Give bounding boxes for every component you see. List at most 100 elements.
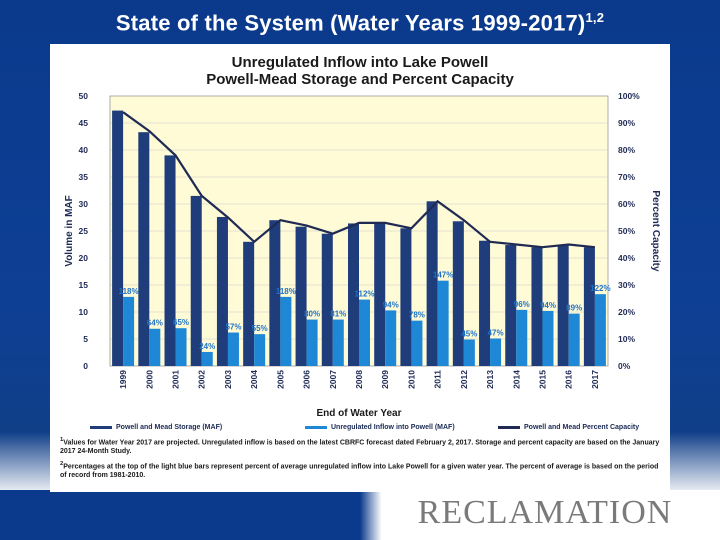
bar-inflow bbox=[385, 310, 397, 366]
reclamation-logo: RECLAMATION bbox=[417, 494, 673, 531]
slide-title: State of the System (Water Years 1999-20… bbox=[0, 10, 720, 36]
bar-storage bbox=[190, 195, 202, 366]
chart-legend: Powell and Mead Storage (MAF) Unregulate… bbox=[90, 424, 650, 436]
legend-swatch-inflow bbox=[305, 426, 327, 429]
bar-storage bbox=[138, 132, 150, 366]
y-tick-label: 30 bbox=[79, 199, 89, 209]
x-axis-label: End of Water Year bbox=[316, 408, 401, 419]
footnote-1: 1Values for Water Year 2017 are projecte… bbox=[60, 436, 660, 456]
percent-label: 89% bbox=[566, 304, 582, 313]
bar-inflow bbox=[594, 294, 606, 366]
x-tick-label: 2010 bbox=[406, 370, 416, 389]
legend-label-percent: Powell and Mead Percent Capacity bbox=[524, 424, 640, 431]
bar-storage bbox=[216, 216, 228, 366]
bar-storage bbox=[112, 110, 124, 366]
bar-storage bbox=[505, 245, 517, 366]
bar-storage bbox=[452, 221, 464, 366]
bar-storage bbox=[479, 240, 491, 366]
bar-storage bbox=[243, 241, 255, 366]
footnote-2-text: Percentages at the top of the light blue… bbox=[60, 463, 659, 480]
legend-item-inflow: Unregulated Inflow into Powell (MAF) bbox=[305, 424, 455, 431]
x-tick-label: 2012 bbox=[459, 370, 469, 389]
y-tick-label: 35 bbox=[79, 172, 89, 182]
x-tick-label: 2005 bbox=[275, 370, 285, 389]
bar-storage bbox=[400, 228, 412, 366]
x-tick-label: 2004 bbox=[249, 370, 259, 389]
x-tick-label: 2015 bbox=[537, 370, 547, 389]
bar-inflow bbox=[568, 313, 580, 366]
x-tick-label: 2011 bbox=[433, 370, 443, 389]
y2-axis-label: Percent Capacity bbox=[650, 190, 661, 272]
bar-inflow bbox=[359, 299, 371, 366]
percent-label: 57% bbox=[225, 323, 241, 332]
bar-inflow bbox=[123, 296, 135, 366]
percent-label: 78% bbox=[409, 311, 425, 320]
bar-inflow bbox=[542, 310, 554, 366]
y2-tick-label: 0% bbox=[618, 361, 631, 371]
legend-item-storage: Powell and Mead Storage (MAF) bbox=[90, 424, 222, 431]
percent-label: 65% bbox=[173, 318, 189, 327]
footnote-1-text: Values for Water Year 2017 are projected… bbox=[60, 439, 660, 456]
y-tick-label: 0 bbox=[83, 361, 88, 371]
slide-bottom-band bbox=[0, 490, 720, 540]
percent-label: 45% bbox=[461, 330, 477, 339]
bar-storage bbox=[557, 245, 569, 366]
bar-inflow bbox=[227, 332, 239, 366]
y2-tick-label: 20% bbox=[618, 307, 635, 317]
x-tick-label: 2016 bbox=[564, 370, 574, 389]
line-percent-capacity bbox=[122, 111, 596, 249]
bar-inflow bbox=[437, 280, 449, 366]
bar-inflow bbox=[411, 320, 423, 366]
percent-label: 147% bbox=[433, 271, 453, 280]
bar-storage bbox=[164, 155, 176, 366]
x-tick-label: 2017 bbox=[590, 370, 600, 389]
bar-storage bbox=[321, 233, 333, 366]
x-tick-label: 2006 bbox=[302, 370, 312, 389]
percent-label: 24% bbox=[199, 342, 215, 351]
footnote-1-marker: 1 bbox=[60, 437, 64, 443]
y-tick-label: 50 bbox=[79, 91, 89, 101]
bar-storage bbox=[269, 220, 281, 366]
slide-title-text: State of the System (Water Years 1999-20… bbox=[115, 10, 586, 36]
bar-inflow bbox=[306, 319, 318, 366]
y2-tick-label: 90% bbox=[618, 118, 635, 128]
percent-label: 80% bbox=[304, 310, 320, 319]
bar-inflow bbox=[254, 334, 266, 366]
percent-label: 47% bbox=[488, 328, 504, 337]
legend-item-percent: Powell and Mead Percent Capacity bbox=[498, 424, 639, 431]
bar-inflow bbox=[463, 339, 475, 366]
percent-label: 122% bbox=[590, 284, 610, 293]
bar-inflow bbox=[201, 351, 213, 366]
y-tick-label: 15 bbox=[79, 280, 89, 290]
percent-label: 118% bbox=[276, 287, 296, 296]
x-tick-label: 2013 bbox=[485, 370, 495, 389]
y2-tick-label: 30% bbox=[618, 280, 635, 290]
chart-panel: Unregulated Inflow into Lake Powell Powe… bbox=[50, 44, 670, 492]
percent-label: 94% bbox=[540, 301, 556, 310]
y2-tick-label: 70% bbox=[618, 172, 635, 182]
legend-swatch-percent bbox=[498, 426, 520, 429]
x-tick-label: 2009 bbox=[380, 370, 390, 389]
bar-storage bbox=[531, 247, 543, 366]
y-tick-label: 10 bbox=[79, 307, 89, 317]
y-axis-label: Volume in MAF bbox=[64, 195, 75, 266]
x-tick-label: 2007 bbox=[328, 370, 338, 389]
x-tick-label: 1999 bbox=[118, 370, 128, 389]
x-tick-label: 2014 bbox=[511, 370, 521, 389]
bar-inflow bbox=[490, 338, 502, 366]
percent-label: 118% bbox=[119, 287, 139, 296]
footnote-2: 2Percentages at the top of the light blu… bbox=[60, 460, 660, 480]
y2-tick-label: 100% bbox=[618, 91, 640, 101]
y-tick-label: 5 bbox=[83, 334, 88, 344]
percent-label: 55% bbox=[252, 324, 268, 333]
slide-title-superscript: 1,2 bbox=[585, 10, 605, 25]
chart-title: Unregulated Inflow into Lake Powell Powe… bbox=[50, 54, 670, 88]
footnote-2-marker: 2 bbox=[60, 461, 64, 467]
percent-label: 112% bbox=[354, 290, 374, 299]
bar-inflow bbox=[149, 328, 161, 366]
legend-label-storage: Powell and Mead Storage (MAF) bbox=[116, 424, 223, 431]
bar-storage bbox=[374, 223, 386, 366]
y2-tick-label: 80% bbox=[618, 145, 635, 155]
y2-tick-label: 50% bbox=[618, 226, 635, 236]
y-tick-label: 45 bbox=[79, 118, 89, 128]
